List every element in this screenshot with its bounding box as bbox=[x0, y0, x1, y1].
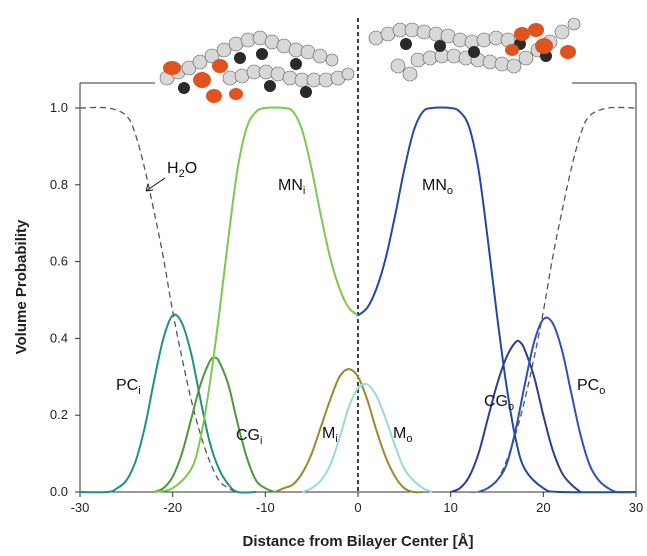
series-line-cgi bbox=[153, 356, 275, 493]
label-cgi: CGi bbox=[236, 427, 262, 447]
label-pci: PCi bbox=[116, 377, 141, 397]
x-tick-label: 0 bbox=[354, 500, 361, 515]
x-tick-label: 10 bbox=[443, 500, 457, 515]
series-line-mo bbox=[302, 383, 433, 493]
label-mi: Mi bbox=[322, 425, 338, 445]
series-labels: H2O PCi CGi MNi Mi Mo MNo CGo PCo bbox=[116, 160, 605, 447]
y-tick-label: 1.0 bbox=[50, 100, 68, 115]
series-layer bbox=[79, 106, 637, 494]
x-tick-label: 30 bbox=[629, 500, 643, 515]
h2o-label-arrow bbox=[145, 177, 166, 192]
label-mno: MNo bbox=[422, 177, 453, 197]
label-h2o: H2O bbox=[167, 160, 197, 180]
y-tick-label: 0.4 bbox=[50, 330, 68, 345]
label-mo: Mo bbox=[393, 425, 412, 445]
y-tick-label: 0.6 bbox=[50, 254, 68, 269]
series-line-pco bbox=[478, 316, 637, 494]
h2o-label-arrowhead bbox=[145, 183, 154, 192]
x-tick-label: -30 bbox=[71, 500, 90, 515]
y-tick-label: 0.0 bbox=[50, 484, 68, 499]
lipid-molecule-illustration-left bbox=[159, 30, 355, 103]
lipid-molecule-illustration-right bbox=[368, 17, 581, 82]
series-line-mni bbox=[153, 106, 359, 493]
y-tick-label: 0.8 bbox=[50, 177, 68, 192]
x-tick-label: 20 bbox=[536, 500, 550, 515]
label-mni: MNi bbox=[278, 177, 305, 197]
series-line-mno bbox=[357, 106, 637, 494]
axis-ticks: -30 -20 -10 0 10 20 30 0.0 0.2 0.4 0.6 0.8 1.0 bbox=[50, 100, 643, 515]
y-axis-title: Volume Probability bbox=[13, 219, 30, 354]
series-line-pci bbox=[79, 313, 257, 494]
x-tick-label: -20 bbox=[163, 500, 182, 515]
series-line-h2o-left bbox=[79, 106, 247, 493]
x-tick-label: -10 bbox=[256, 500, 275, 515]
series-line-cgo bbox=[450, 339, 582, 493]
series-line-mi bbox=[274, 368, 423, 494]
label-cgo: CGo bbox=[484, 393, 514, 413]
label-pco: PCo bbox=[577, 377, 605, 397]
x-axis-title: Distance from Bilayer Center [Å] bbox=[243, 533, 474, 550]
y-tick-label: 0.2 bbox=[50, 407, 68, 422]
